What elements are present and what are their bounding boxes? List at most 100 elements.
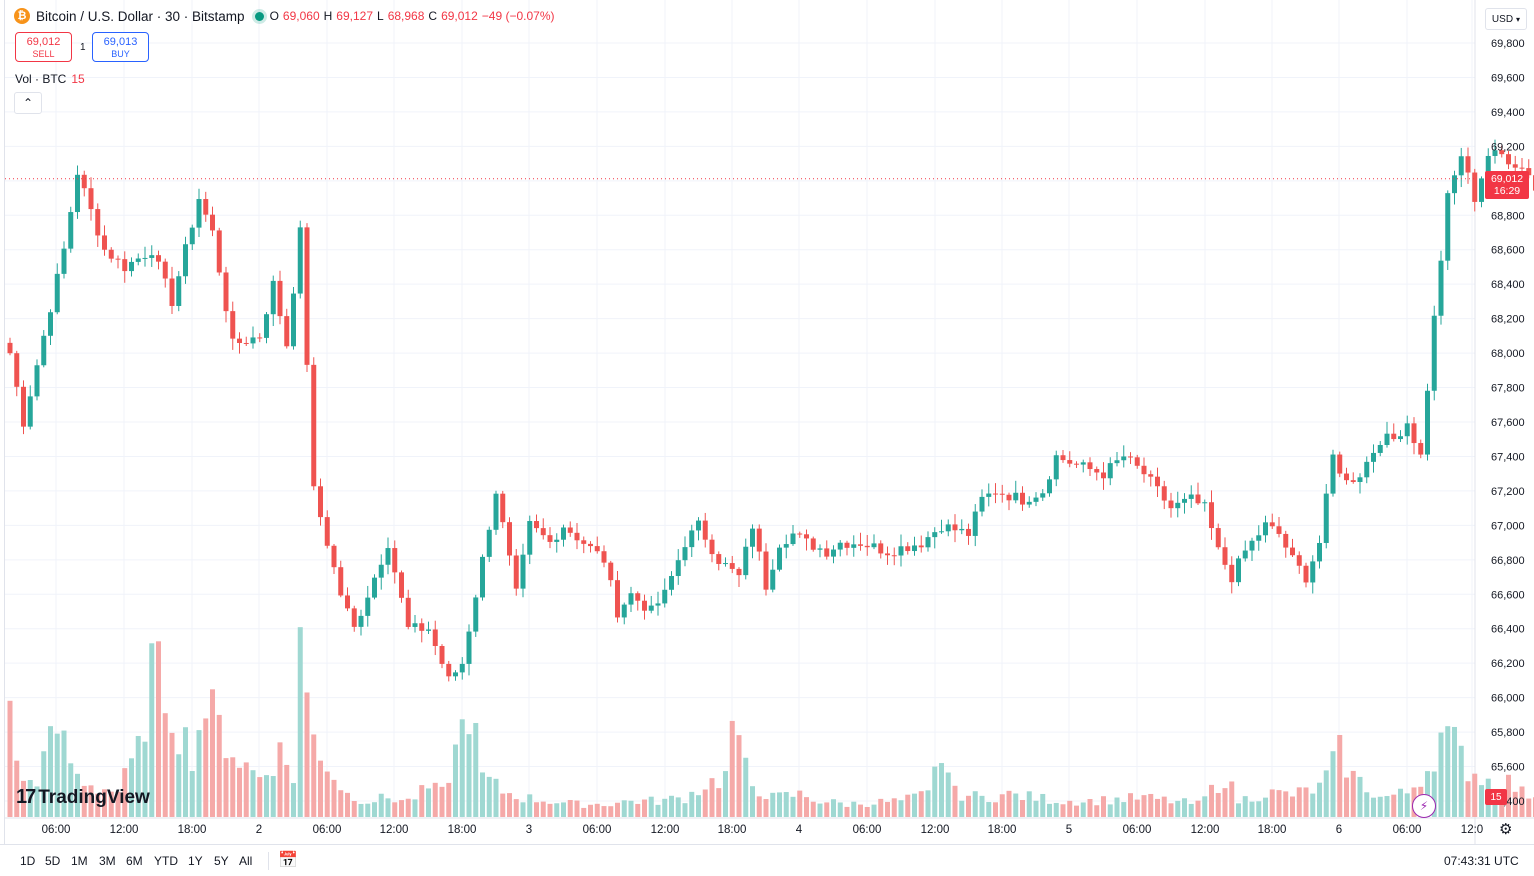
candle-body bbox=[440, 646, 445, 664]
range-all-button[interactable]: All bbox=[239, 854, 252, 868]
candle-body bbox=[129, 262, 134, 271]
volume-bar bbox=[1054, 803, 1059, 817]
candle-body bbox=[1506, 154, 1511, 164]
candle-body bbox=[1432, 316, 1437, 391]
volume-bar bbox=[230, 757, 235, 817]
candle-body bbox=[1047, 479, 1052, 493]
candle-body bbox=[696, 521, 701, 531]
grid bbox=[5, 0, 1534, 844]
volume-bar bbox=[959, 801, 964, 817]
volume-bar bbox=[1229, 781, 1234, 817]
volume-bar bbox=[1297, 787, 1302, 817]
range-5y-button[interactable]: 5Y bbox=[214, 854, 229, 868]
candle-body bbox=[1391, 434, 1396, 439]
volume-bar bbox=[1148, 794, 1153, 817]
candle-body bbox=[757, 529, 762, 552]
volume-bar bbox=[669, 796, 674, 817]
range-1y-button[interactable]: 1Y bbox=[188, 854, 203, 868]
candle-body bbox=[818, 548, 823, 549]
candle-body bbox=[831, 550, 836, 557]
range-5d-button[interactable]: 5D bbox=[45, 854, 60, 868]
currency-selector[interactable]: USD ▾ bbox=[1485, 8, 1527, 30]
range-1d-button[interactable]: 1D bbox=[20, 854, 35, 868]
volume-bar bbox=[379, 794, 384, 817]
candle-body bbox=[1229, 565, 1234, 582]
candle-body bbox=[291, 294, 296, 347]
volume-bar bbox=[176, 754, 181, 817]
volume-bar bbox=[1027, 791, 1032, 817]
candle-body bbox=[467, 632, 472, 664]
candle-body bbox=[311, 365, 316, 486]
candle-body bbox=[1034, 498, 1039, 502]
volume-bar bbox=[1101, 796, 1106, 817]
volume-bar bbox=[757, 796, 762, 817]
candle-body bbox=[811, 538, 816, 549]
close-label: C bbox=[428, 9, 437, 23]
candle-body bbox=[1196, 495, 1201, 504]
volume-bar bbox=[1243, 796, 1248, 817]
volume-bar bbox=[811, 802, 816, 817]
candle-body bbox=[649, 606, 654, 611]
candle-body bbox=[1250, 541, 1255, 551]
candle-body bbox=[1243, 551, 1248, 559]
price-tick-label: 66,000 bbox=[1491, 693, 1525, 705]
time-tick-label: 18:00 bbox=[448, 824, 477, 836]
price-tick-label: 68,200 bbox=[1491, 314, 1525, 326]
candle-body bbox=[237, 339, 242, 343]
candle-body bbox=[1310, 561, 1315, 582]
range-ytd-button[interactable]: YTD bbox=[154, 854, 178, 868]
volume-bar bbox=[602, 806, 607, 817]
volume-bar bbox=[1061, 804, 1066, 817]
last-price-label: 69,012 16:29 bbox=[1485, 171, 1529, 199]
volume-bar bbox=[1479, 785, 1484, 817]
volume-bar bbox=[514, 799, 519, 817]
volume-bar bbox=[1216, 793, 1221, 817]
open-label: O bbox=[270, 9, 279, 23]
time-tick-label: 06:00 bbox=[313, 824, 342, 836]
candle-body bbox=[1378, 445, 1383, 453]
lightning-icon[interactable]: ⚡ bbox=[1412, 794, 1436, 818]
high-label: H bbox=[324, 9, 333, 23]
volume-bar bbox=[1169, 803, 1174, 817]
collapse-legend-button[interactable]: ⌃ bbox=[14, 92, 42, 114]
candle-body bbox=[1121, 456, 1126, 460]
candle-body bbox=[878, 543, 883, 553]
candle-body bbox=[183, 244, 188, 276]
candle-body bbox=[561, 527, 566, 539]
candle-body bbox=[1398, 436, 1403, 439]
sell-button[interactable]: 69,012 SELL bbox=[15, 32, 72, 62]
tradingview-logo[interactable]: 17 TradingView bbox=[16, 786, 150, 809]
volume-bar bbox=[892, 798, 897, 817]
candle-body bbox=[210, 215, 215, 231]
candle-body bbox=[1459, 156, 1464, 175]
volume-bar bbox=[1324, 770, 1329, 817]
volume-bar bbox=[642, 800, 647, 817]
volume-bar bbox=[190, 771, 195, 817]
volume-bar bbox=[433, 783, 438, 817]
candle-body bbox=[689, 530, 694, 547]
candle-body bbox=[791, 534, 796, 545]
gear-icon[interactable]: ⚙ bbox=[1499, 820, 1512, 838]
candle-body bbox=[723, 563, 728, 564]
volume-bar bbox=[244, 762, 249, 817]
range-3m-button[interactable]: 3M bbox=[99, 854, 116, 868]
candle-body bbox=[1385, 434, 1390, 445]
symbol-legend[interactable]: ₿ Bitcoin / U.S. Dollar · 30 · Bitstamp … bbox=[14, 8, 558, 24]
volume-bar bbox=[1162, 797, 1167, 817]
volume-bar bbox=[494, 779, 499, 817]
candle-body bbox=[433, 629, 438, 646]
volume-bar bbox=[743, 758, 748, 817]
range-6m-button[interactable]: 6M bbox=[126, 854, 143, 868]
volume-bar bbox=[345, 793, 350, 817]
volume-bar bbox=[1371, 798, 1376, 817]
buy-button[interactable]: 69,013 BUY bbox=[92, 32, 149, 62]
symbol-title[interactable]: Bitcoin / U.S. Dollar · 30 · Bitstamp bbox=[36, 9, 245, 24]
utc-clock[interactable]: 07:43:31 UTC bbox=[1444, 854, 1519, 868]
volume-value: 15 bbox=[71, 72, 84, 86]
range-1m-button[interactable]: 1M bbox=[71, 854, 88, 868]
calendar-icon[interactable]: 📅 bbox=[278, 850, 298, 870]
candle-body bbox=[1142, 466, 1147, 474]
